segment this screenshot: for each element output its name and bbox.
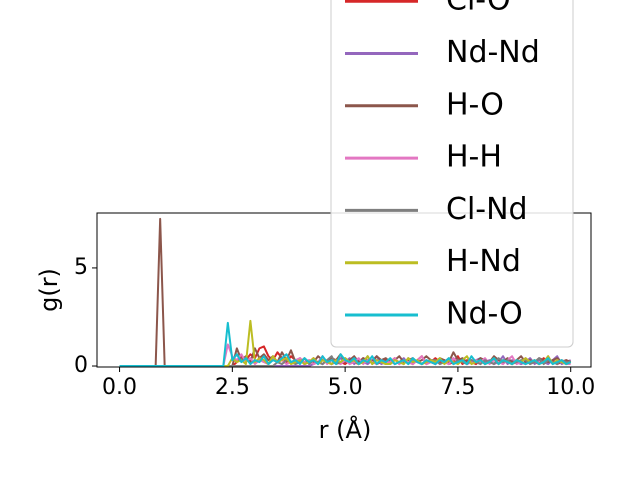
y-tick-label: 0 — [74, 353, 88, 378]
y-tick-label: 5 — [74, 255, 88, 280]
y-axis-label: g(r) — [35, 268, 63, 312]
legend-label: H-Nd — [446, 244, 521, 279]
legend-label: Cl-O — [446, 0, 511, 18]
x-axis-label: r (Å) — [319, 415, 372, 444]
legend-label: Nd-Nd — [446, 35, 540, 70]
x-tick-label: 5.0 — [328, 375, 363, 400]
series-line — [119, 321, 572, 368]
x-tick-label: 0.0 — [102, 375, 137, 400]
legend-label: Nd-O — [446, 297, 523, 332]
legend-label: H-H — [446, 140, 502, 175]
x-tick-label: 7.5 — [440, 375, 475, 400]
legend-label: Cl-Nd — [446, 192, 528, 227]
legend-label: H-O — [446, 87, 504, 122]
legend: Cl-O Nd-Nd H-O H-H Cl-Nd H-Nd Nd-O — [330, 0, 574, 348]
legend-box — [330, 0, 574, 348]
x-tick-label: 2.5 — [215, 375, 250, 400]
x-tick-label: 10.0 — [546, 375, 595, 400]
